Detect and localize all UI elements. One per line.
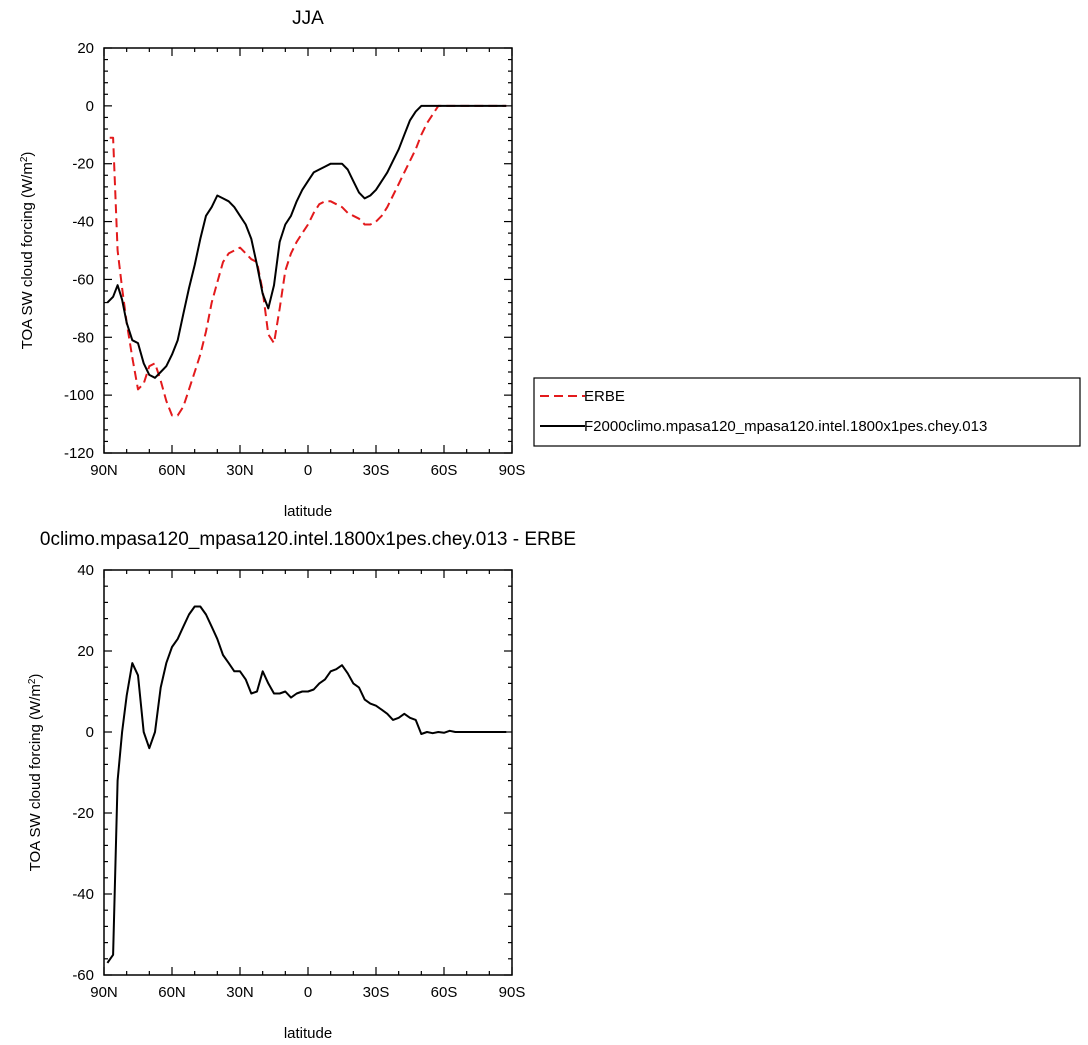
y-axis-label-superscript: 2 — [19, 156, 30, 162]
series-line-1 — [109, 104, 507, 417]
y-tick-label: 20 — [77, 643, 94, 660]
y-axis-label-end: ) — [19, 152, 36, 157]
y-tick-label: -80 — [72, 329, 94, 346]
y-tick-label: 0 — [86, 724, 94, 741]
y-axis-label: TOA SW cloud forcing (W/m2) — [19, 152, 37, 350]
y-tick-label: -100 — [64, 387, 94, 404]
y-axis-label: TOA SW cloud forcing (W/m2) — [27, 674, 45, 872]
y-tick-label: 0 — [86, 98, 94, 115]
y-axis-label-superscript: 2 — [27, 678, 38, 684]
chart-panel-1: JJA 90N 60N 30N 0 30S 60S 90S 20 0 -20 -40 -60 -80 -10… — [19, 8, 1081, 520]
y-axis-label-main: TOA SW cloud forcing (W/m — [19, 162, 36, 349]
y-tick-label: -20 — [72, 805, 94, 822]
x-tick-label: 60S — [431, 462, 458, 479]
x-tick-label: 90S — [499, 984, 526, 1001]
series-line-2 — [106, 104, 507, 379]
plot-frame — [103, 47, 513, 454]
y-tick-label: 40 — [77, 562, 94, 579]
legend-box — [533, 377, 1081, 447]
x-tick-label: 0 — [304, 984, 312, 1001]
chart-title: 0climo.mpasa120_mpasa120.intel.1800x1pes… — [40, 529, 576, 550]
y-axis-label-main: TOA SW cloud forcing (W/m — [27, 684, 44, 871]
legend-label-2: F2000climo.mpasa120_mpasa120.intel.1800x… — [584, 418, 987, 435]
x-tick-label: 60N — [158, 984, 186, 1001]
x-tick-label: 30N — [226, 462, 254, 479]
y-tick-label: -60 — [72, 271, 94, 288]
x-tick-label: 30S — [363, 462, 390, 479]
legend-label-1: ERBE — [584, 388, 625, 405]
y-tick-label: -40 — [72, 214, 94, 231]
y-tick-label: -120 — [64, 445, 94, 462]
x-tick-label: 60N — [158, 462, 186, 479]
x-tick-label: 90S — [499, 462, 526, 479]
y-tick-label: 20 — [77, 40, 94, 57]
x-tick-label: 90N — [90, 462, 118, 479]
chart-title: JJA — [292, 8, 324, 29]
y-axis-label-end: ) — [27, 674, 44, 679]
x-axis-label: latitude — [284, 1025, 332, 1042]
x-tick-label: 30S — [363, 984, 390, 1001]
plot-frame — [103, 569, 513, 976]
y-tick-label: -60 — [72, 967, 94, 984]
chart-panel-2: 0climo.mpasa120_mpasa120.intel.1800x1pes… — [27, 529, 577, 1042]
series-line-1 — [106, 605, 507, 964]
x-tick-label: 90N — [90, 984, 118, 1001]
legend: ERBE F2000climo.mpasa120_mpasa120.intel.1… — [533, 377, 1081, 447]
y-tick-label: -40 — [72, 886, 94, 903]
x-axis-label: latitude — [284, 503, 332, 520]
x-tick-label: 0 — [304, 462, 312, 479]
x-tick-label: 60S — [431, 984, 458, 1001]
y-tick-label: -20 — [72, 156, 94, 173]
x-tick-label: 30N — [226, 984, 254, 1001]
